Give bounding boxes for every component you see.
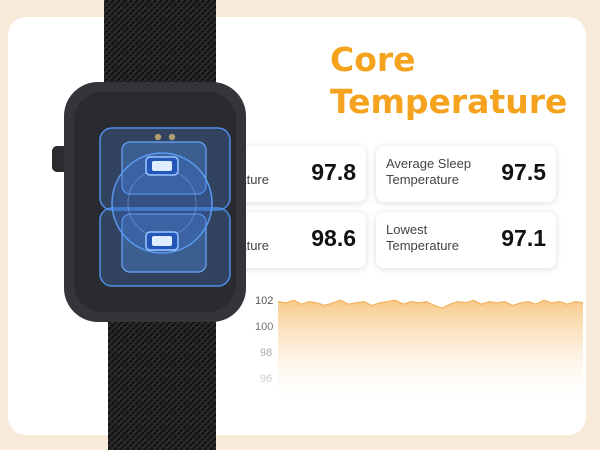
stat-value: 97.5: [501, 159, 546, 185]
stat-lowest-temperature: Lowest Temperature 97.1: [376, 212, 556, 268]
title-line-1: Core: [330, 40, 416, 79]
charging-pin: [168, 133, 176, 141]
y-tick-label: 102: [255, 295, 273, 307]
y-tick-label: 98: [260, 347, 272, 359]
stat-average-sleep-temperature: Average Sleep Temperature 97.5: [376, 146, 556, 202]
title-line-2: Temperature: [330, 82, 568, 121]
temperature-sensor-icon: [111, 152, 213, 254]
chart-area: [278, 300, 583, 400]
chart-line: [277, 299, 584, 309]
stat-label: Average Sleep Temperature: [386, 156, 472, 187]
y-tick-label: 100: [255, 321, 273, 333]
stat-label: Lowest Temperature: [386, 222, 459, 253]
watch-strap-bottom: [108, 300, 216, 450]
y-tick-label: 96: [260, 373, 272, 385]
page-title: Core Temperature: [330, 40, 567, 122]
stat-value: 97.1: [501, 225, 546, 251]
stat-value: 97.8: [311, 159, 356, 185]
charging-pin: [154, 133, 162, 141]
stat-value: 98.6: [311, 225, 356, 251]
